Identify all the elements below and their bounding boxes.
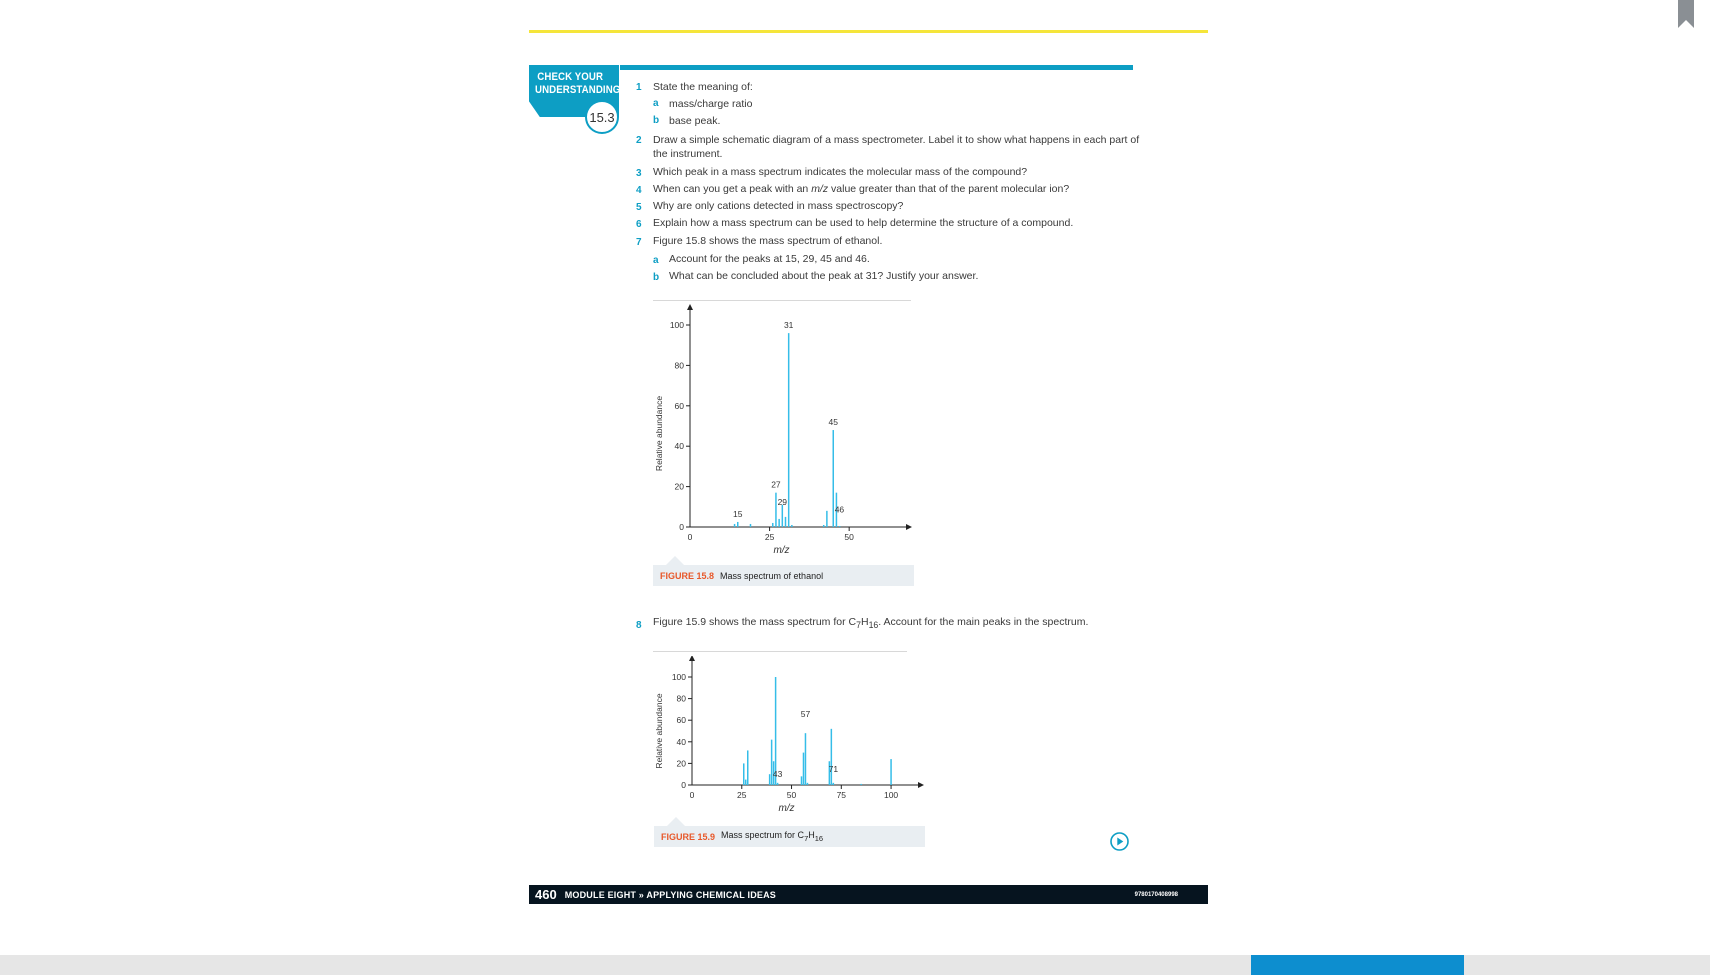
x-axis-arrow [918,782,924,788]
x-axis-arrow [906,524,912,530]
scroll-thumb[interactable] [1251,955,1464,975]
cyu-title: CHECK YOUR UNDERSTANDING [535,71,621,96]
q3-number: 3 [636,168,642,179]
q2-number: 2 [636,135,642,146]
q2-text-line2: the instrument. [653,148,723,160]
isbn: 9780170408998 [1134,891,1178,898]
y-tick-label: 20 [677,758,687,768]
y-tick-label: 100 [670,320,684,330]
x-axis-label: m/z [773,545,789,556]
peak-label: 27 [771,480,781,490]
q1b-text: base peak. [669,115,721,127]
q1b-label: b [653,115,660,126]
x-tick-label: 0 [688,532,693,542]
caption-notch [666,556,684,565]
x-tick-label: 25 [737,790,747,800]
q4-text: When can you get a peak with an m/z valu… [653,183,1070,195]
q7b-label: b [653,272,660,283]
q5-number: 5 [636,202,642,213]
peak-label: 31 [784,320,794,330]
peak-label: 46 [835,505,845,515]
peak-label: 15 [733,509,743,519]
q7-number: 7 [636,237,642,248]
page-footer: 460 MODULE EIGHT » APPLYING CHEMICAL IDE… [529,885,1208,904]
x-tick-label: 0 [690,790,695,800]
peak-label: 71 [829,764,839,774]
x-axis-label: m/z [778,803,794,814]
y-tick-label: 40 [677,737,687,747]
figure-rule [653,300,911,301]
figure-caption-text: Mass spectrum of ethanol [720,570,824,581]
q6-text: Explain how a mass spectrum can be used … [653,217,1074,229]
q8-text: Figure 15.9 shows the mass spectrum for … [653,616,1089,631]
c7h16-mass-spectrum: 0 20 40 60 80 100 0 25 50 75 100 43 57 71 m/z Relative … [654,656,924,814]
y-axis-arrow [689,656,695,661]
y-tick-label: 0 [679,522,684,532]
x-tick-label: 75 [837,790,847,800]
figure-label: FIGURE 15.9 [661,831,716,842]
q3-text: Which peak in a mass spectrum indicates … [653,166,1028,178]
q6-number: 6 [636,219,642,230]
peak-label: 57 [801,709,811,719]
x-tick-label: 50 [787,790,797,800]
y-tick-label: 80 [677,694,687,704]
figure-rule [653,651,907,652]
y-axis-label: Relative abundance [654,693,664,768]
figure-label: FIGURE 15.8 [660,570,715,581]
page-number: 460 [535,887,557,902]
peak-label: 45 [829,417,839,427]
y-axis-label: Relative abundance [654,396,664,471]
module-title: MODULE EIGHT » APPLYING CHEMICAL IDEAS [564,889,776,900]
header-rule [529,30,1208,33]
q7a-text: Account for the peaks at 15, 29, 45 and … [669,253,870,265]
q4-number: 4 [636,185,642,196]
x-tick-label: 50 [844,532,854,542]
q1a-label: a [653,98,659,109]
x-tick-label: 25 [765,532,775,542]
figure-15-9-caption: FIGURE 15.9 Mass spectrum for C7H16 [654,826,925,847]
figure-15-8-caption: FIGURE 15.8 Mass spectrum of ethanol [653,565,914,586]
cyu-number: 15.3 [585,100,619,134]
play-icon[interactable] [1110,832,1129,851]
q5-text: Why are only cations detected in mass sp… [653,200,904,212]
q1-text: State the meaning of: [653,81,753,93]
q2-text-line1: Draw a simple schematic diagram of a mas… [653,134,1140,146]
cyu-rule [620,65,1133,70]
y-tick-label: 40 [675,441,685,451]
y-tick-label: 0 [681,780,686,790]
q7b-text: What can be concluded about the peak at … [669,270,979,282]
peak-label: 29 [778,497,788,507]
q7a-label: a [653,255,659,266]
q1-number: 1 [636,82,642,93]
y-tick-label: 80 [675,360,685,370]
y-tick-label: 20 [675,482,685,492]
q8-number: 8 [636,620,642,631]
y-tick-label: 100 [672,672,686,682]
caption-notch [667,817,685,826]
y-tick-label: 60 [677,715,687,725]
q7-text: Figure 15.8 shows the mass spectrum of e… [653,235,883,247]
q1a-text: mass/charge ratio [669,98,753,110]
x-tick-label: 100 [884,790,898,800]
peak-label: 43 [773,769,783,779]
bookmark-icon[interactable] [1678,0,1694,28]
ethanol-mass-spectrum: 0 20 40 60 80 100 0 25 50 15 27 29 31 45 46 m/z Relative… [654,304,912,556]
figure-caption-text: Mass spectrum for C7H16 [721,830,824,843]
y-tick-label: 60 [675,401,685,411]
y-axis-arrow [687,304,693,310]
